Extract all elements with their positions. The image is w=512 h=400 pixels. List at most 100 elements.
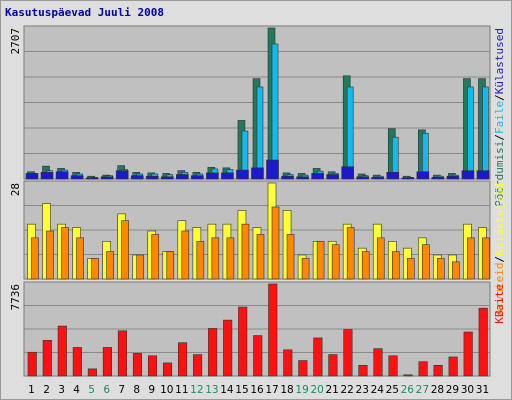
- x-tick-label-22: 22: [341, 384, 354, 396]
- bandwidth-bar-kbaite-18: [283, 349, 293, 377]
- hits-bar-külastused-18: [281, 175, 294, 180]
- bandwidth-bar-kbaite-20: [313, 337, 323, 377]
- hits-bar-külastused-17: [266, 159, 279, 180]
- hits-bar-külastused-24: [371, 177, 385, 180]
- hits-axis-label-part: Pöördumisi: [493, 141, 506, 207]
- x-tick-label-5: 5: [88, 384, 95, 396]
- visitors-bar-arvuteid-12: [196, 240, 205, 280]
- bandwidth-bar-kbaite-24: [373, 348, 383, 377]
- visitors-bar-arvuteid-4: [76, 237, 84, 280]
- visitors-bar-arvuteid-1: [31, 237, 39, 280]
- bandwidth-bar-kbaite-16: [253, 335, 263, 377]
- bandwidth-axis-label: KBaite: [493, 284, 506, 324]
- visitors-bar-arvuteid-8: [136, 254, 145, 280]
- hits-bar-külastused-25: [386, 172, 400, 180]
- bandwidth-bar-kbaite-30: [463, 331, 473, 377]
- hits-bar-külastused-11: [176, 174, 189, 180]
- visitors-bar-arvuteid-9: [151, 234, 160, 280]
- visitors-bar-arvuteid-29: [452, 261, 460, 280]
- bandwidth-bar-kbaite-17: [268, 283, 278, 377]
- visitors-bar-arvuteid-13: [211, 237, 220, 280]
- hits-bar-külastused-15: [236, 169, 249, 180]
- x-tick-label-1: 1: [28, 384, 35, 396]
- hits-bar-külastused-9: [145, 175, 159, 180]
- x-tick-label-25: 25: [386, 384, 399, 396]
- x-tick-label-20: 20: [310, 384, 323, 396]
- visitors-bar-arvuteid-21: [331, 244, 340, 280]
- x-tick-label-11: 11: [175, 384, 188, 396]
- x-tick-label-26: 26: [401, 384, 415, 396]
- x-tick-label-16: 16: [250, 384, 264, 396]
- x-tick-label-7: 7: [118, 384, 125, 396]
- hits-bar-külastused-31: [476, 170, 490, 180]
- hits-bar-külastused-10: [160, 176, 174, 180]
- bandwidth-bar-kbaite-12: [193, 354, 203, 377]
- hits-bar-külastused-8: [130, 175, 144, 180]
- visitors-bar-arvuteid-24: [376, 237, 385, 280]
- visitors-bar-arvuteid-7: [121, 220, 129, 280]
- x-tick-label-4: 4: [73, 384, 80, 396]
- visitors-bar-arvuteid-19: [301, 258, 310, 280]
- hits-bar-külastused-5: [85, 177, 99, 180]
- visitors-bar-arvuteid-3: [61, 227, 69, 280]
- hits-bar-külastused-28: [431, 177, 445, 180]
- hits-bar-külastused-21: [326, 174, 339, 180]
- visitors-bar-arvuteid-27: [422, 244, 430, 280]
- visitors-bar-arvuteid-20: [316, 240, 325, 280]
- x-tick-label-27: 27: [416, 384, 429, 396]
- x-tick-label-9: 9: [148, 384, 155, 396]
- hits-bar-faile-31: [482, 86, 489, 180]
- hits-axis-label-sep: /: [493, 94, 506, 101]
- visitors-bar-arvuteid-18: [286, 234, 295, 280]
- x-tick-label-28: 28: [431, 384, 444, 396]
- bandwidth-bar-kbaite-23: [358, 364, 368, 377]
- visitors-bar-arvuteid-15: [241, 223, 250, 280]
- x-tick-label-8: 8: [133, 384, 140, 396]
- hits-bar-külastused-13: [206, 172, 219, 180]
- x-tick-label-10: 10: [160, 384, 173, 396]
- bandwidth-bar-kbaite-9: [147, 355, 158, 377]
- visitors-ymax-label: 28: [9, 183, 22, 196]
- visitors-bar-arvuteid-23: [361, 251, 370, 280]
- visitors-bar-arvuteid-2: [46, 230, 54, 280]
- bandwidth-bar-kbaite-15: [238, 306, 248, 377]
- visitors-bar-arvuteid-17: [271, 206, 280, 280]
- x-tick-label-19: 19: [295, 384, 308, 396]
- bandwidth-ymax-label: 7736: [9, 284, 22, 311]
- bandwidth-bar-kbaite-4: [72, 347, 82, 377]
- bandwidth-bar-kbaite-26: [403, 374, 413, 377]
- hits-axis-label-part: Faile: [493, 101, 506, 134]
- visitors-axis-label-sep: /: [493, 256, 506, 263]
- visitors-bar-arvuteid-11: [181, 230, 190, 280]
- bandwidth-bar-kbaite-21: [328, 354, 338, 377]
- x-tick-label-13: 13: [205, 384, 218, 396]
- bandwidth-bar-kbaite-13: [208, 328, 218, 377]
- bandwidth-bar-kbaite-7: [117, 330, 127, 377]
- visitors-bar-arvuteid-22: [346, 227, 355, 280]
- hits-bar-külastused-20: [311, 173, 324, 180]
- hits-bar-faile-30: [467, 86, 474, 180]
- visitors-bar-arvuteid-14: [226, 237, 235, 280]
- bandwidth-bar-kbaite-19: [298, 360, 308, 377]
- hits-bar-külastused-7: [115, 170, 129, 180]
- visitors-bar-arvuteid-26: [407, 258, 415, 280]
- x-tick-label-24: 24: [371, 384, 385, 396]
- hits-bar-faile-16: [256, 86, 264, 180]
- visitors-bar-arvuteid-5: [91, 258, 99, 280]
- visitors-bar-arvuteid-25: [391, 251, 400, 280]
- bandwidth-bar-kbaite-6: [102, 347, 112, 377]
- bandwidth-bar-kbaite-11: [178, 342, 188, 377]
- x-tick-label-31: 31: [476, 384, 489, 396]
- bandwidth-bar-kbaite-2: [42, 340, 52, 377]
- visitors-bar-arvuteid-31: [482, 237, 490, 280]
- hits-axis-label-sep: /: [493, 134, 506, 141]
- hits-bar-külastused-29: [446, 175, 460, 180]
- hits-axis-label: Pöördumisi/Faile/Külastused: [493, 28, 506, 207]
- bandwidth-bar-kbaite-31: [478, 307, 488, 377]
- hits-bar-külastused-3: [55, 171, 69, 180]
- x-tick-label-21: 21: [325, 384, 338, 396]
- visitors-axis-label-part: Külastajaid: [493, 183, 506, 256]
- x-tick-label-18: 18: [280, 384, 293, 396]
